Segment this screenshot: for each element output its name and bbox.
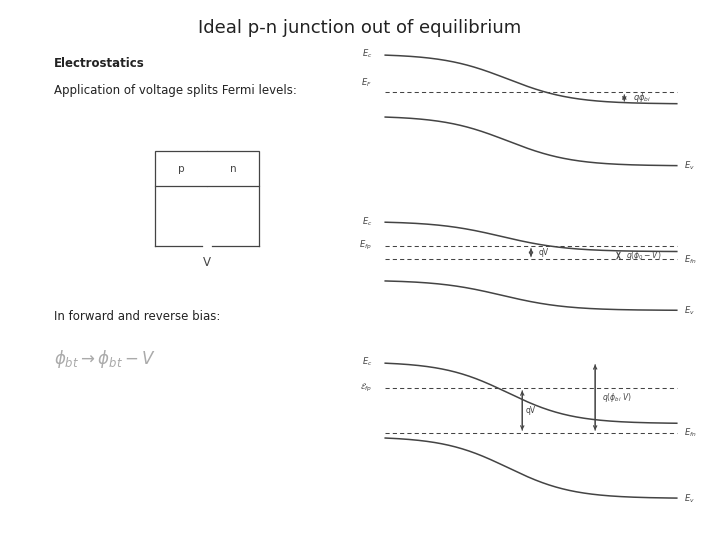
Text: qV: qV [526,406,536,415]
Text: $E_c$: $E_c$ [361,48,372,60]
Text: $E_{fn}$: $E_{fn}$ [684,427,697,440]
Text: qV: qV [539,248,549,257]
Text: Ideal p-n junction out of equilibrium: Ideal p-n junction out of equilibrium [199,19,521,37]
Text: V: V [203,256,211,269]
Text: In forward and reverse bias:: In forward and reverse bias: [54,310,220,323]
Text: $\phi_{bt} \rightarrow \phi_{bt} - V$: $\phi_{bt} \rightarrow \phi_{bt} - V$ [54,348,156,370]
Text: $E_c$: $E_c$ [361,355,372,368]
Text: $q\phi_{bi}$: $q\phi_{bi}$ [633,91,651,104]
Text: $E_{fp}$: $E_{fp}$ [359,239,372,252]
Text: n: n [230,164,236,174]
Text: Application of voltage splits Fermi levels:: Application of voltage splits Fermi leve… [54,84,297,97]
Text: $q(\phi_{bi}\ V)$: $q(\phi_{bi}\ V)$ [603,391,632,404]
Text: $E_c$: $E_c$ [361,215,372,228]
Text: $E_{fn}$: $E_{fn}$ [684,253,697,266]
Text: $E_v$: $E_v$ [684,304,695,316]
Text: Electrostatics: Electrostatics [54,57,145,70]
Text: $E_v$: $E_v$ [684,492,695,505]
Bar [155,151,259,186]
Text: p: p [178,164,184,174]
Text: $E_F$: $E_F$ [361,77,372,89]
Text: $E_v$: $E_v$ [684,160,695,172]
Text: $\mathcal{E}_{fp}$: $\mathcal{E}_{fp}$ [360,382,372,394]
Text: $q(\phi_0-V)$: $q(\phi_0-V)$ [626,249,661,262]
